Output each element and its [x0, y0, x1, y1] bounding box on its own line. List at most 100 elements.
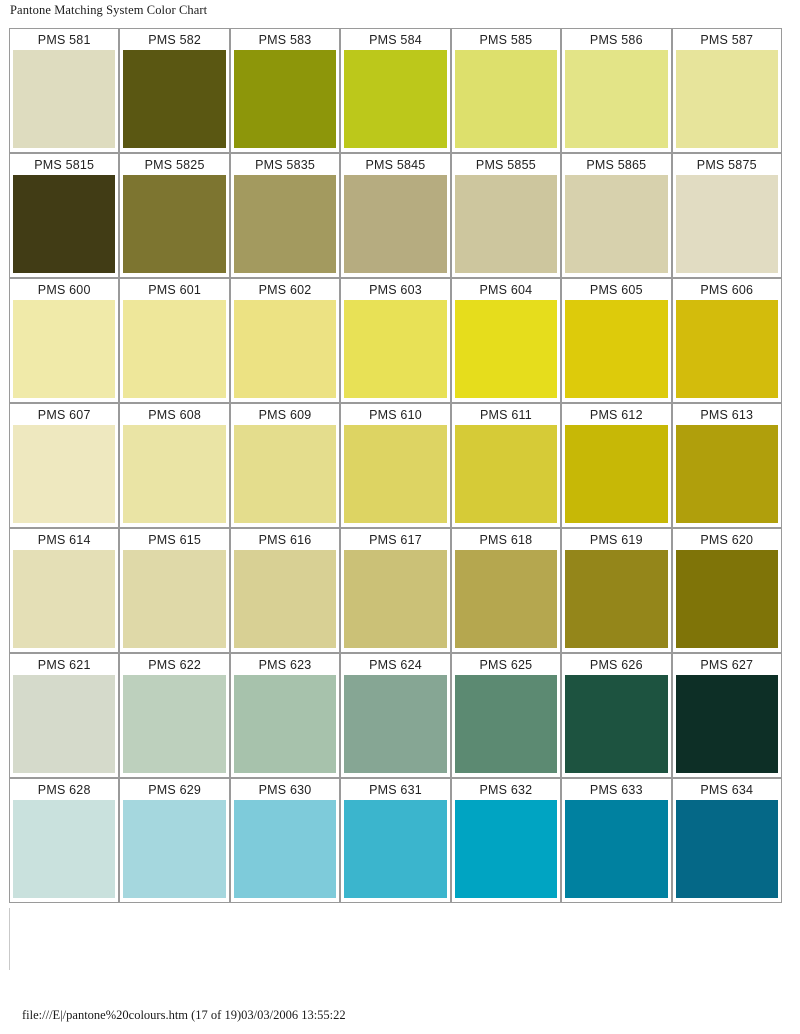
- swatch-cell[interactable]: PMS 629: [119, 778, 230, 903]
- swatch-cell[interactable]: PMS 606: [671, 278, 782, 403]
- swatch-cell[interactable]: PMS 616: [229, 528, 341, 653]
- swatch-label: PMS 5835: [255, 158, 316, 172]
- swatch-cell[interactable]: PMS 611: [450, 403, 562, 528]
- swatch-cell[interactable]: PMS 608: [119, 403, 230, 528]
- swatch-cell[interactable]: PMS 630: [229, 778, 341, 903]
- swatch-color-chip: [675, 50, 778, 148]
- swatch-cell[interactable]: PMS 5825: [119, 153, 230, 278]
- swatch-cell[interactable]: PMS 628: [9, 778, 120, 903]
- swatch-label: PMS 600: [37, 283, 91, 297]
- swatch-color-chip: [344, 425, 447, 523]
- swatch-color-chip: [454, 50, 558, 148]
- swatch-label: PMS 619: [589, 533, 643, 547]
- swatch-label: PMS 625: [479, 658, 533, 672]
- swatch-row: PMS 581 PMS 582 PMS 583 PMS 584 PMS 585 PMS 5…: [9, 28, 782, 153]
- swatch-label: PMS 632: [479, 783, 533, 797]
- swatch-color-chip: [233, 300, 337, 398]
- swatch-cell[interactable]: PMS 633: [561, 778, 672, 903]
- swatch-cell[interactable]: PMS 621: [9, 653, 120, 778]
- swatch-label: PMS 5825: [144, 158, 205, 172]
- swatch-row: PMS 5815 PMS 5825 PMS 5835 PMS 5845 PMS 5855…: [9, 153, 782, 278]
- swatch-row: PMS 621 PMS 622 PMS 623 PMS 624 PMS 625 PMS 6…: [9, 653, 782, 778]
- swatch-cell[interactable]: PMS 624: [340, 653, 451, 778]
- swatch-cell[interactable]: PMS 582: [119, 28, 230, 153]
- swatch-cell[interactable]: PMS 626: [561, 653, 672, 778]
- swatch-color-chip: [13, 800, 116, 898]
- swatch-cell[interactable]: PMS 600: [9, 278, 120, 403]
- page-bottom-margin: [9, 908, 782, 970]
- swatch-color-chip: [454, 800, 558, 898]
- swatch-cell[interactable]: PMS 586: [561, 28, 672, 153]
- swatch-cell[interactable]: PMS 583: [229, 28, 341, 153]
- swatch-cell[interactable]: PMS 631: [340, 778, 451, 903]
- swatch-label: PMS 583: [258, 33, 312, 47]
- swatch-cell[interactable]: PMS 602: [229, 278, 341, 403]
- swatch-color-chip: [344, 300, 447, 398]
- swatch-color-chip: [344, 175, 447, 273]
- swatch-color-chip: [565, 425, 668, 523]
- swatch-cell[interactable]: PMS 605: [561, 278, 672, 403]
- swatch-cell[interactable]: PMS 613: [671, 403, 782, 528]
- swatch-cell[interactable]: PMS 610: [340, 403, 451, 528]
- swatch-color-chip: [233, 425, 337, 523]
- swatch-cell[interactable]: PMS 615: [119, 528, 230, 653]
- swatch-label: PMS 626: [589, 658, 643, 672]
- swatch-label: PMS 621: [37, 658, 91, 672]
- swatch-cell[interactable]: PMS 5835: [229, 153, 341, 278]
- swatch-cell[interactable]: PMS 5875: [671, 153, 782, 278]
- swatch-label: PMS 629: [148, 783, 202, 797]
- swatch-table: PMS 581 PMS 582 PMS 583 PMS 584 PMS 585 PMS 5…: [9, 28, 782, 903]
- swatch-color-chip: [233, 675, 337, 773]
- swatch-label: PMS 612: [589, 408, 643, 422]
- swatch-cell[interactable]: PMS 5845: [340, 153, 451, 278]
- swatch-label: PMS 613: [700, 408, 754, 422]
- swatch-cell[interactable]: PMS 587: [671, 28, 782, 153]
- swatch-cell[interactable]: PMS 627: [671, 653, 782, 778]
- swatch-color-chip: [344, 550, 447, 648]
- swatch-color-chip: [675, 800, 778, 898]
- swatch-cell[interactable]: PMS 607: [9, 403, 120, 528]
- swatch-cell[interactable]: PMS 625: [450, 653, 562, 778]
- swatch-cell[interactable]: PMS 5865: [561, 153, 672, 278]
- swatch-cell[interactable]: PMS 634: [671, 778, 782, 903]
- swatch-label: PMS 633: [589, 783, 643, 797]
- swatch-color-chip: [675, 425, 778, 523]
- swatch-cell[interactable]: PMS 614: [9, 528, 120, 653]
- swatch-cell[interactable]: PMS 601: [119, 278, 230, 403]
- swatch-cell[interactable]: PMS 623: [229, 653, 341, 778]
- swatch-label: PMS 581: [37, 33, 91, 47]
- swatch-cell[interactable]: PMS 5855: [450, 153, 562, 278]
- swatch-cell[interactable]: PMS 612: [561, 403, 672, 528]
- swatch-cell[interactable]: PMS 604: [450, 278, 562, 403]
- swatch-color-chip: [565, 50, 668, 148]
- swatch-label: PMS 582: [148, 33, 202, 47]
- swatch-label: PMS 634: [700, 783, 754, 797]
- swatch-cell[interactable]: PMS 617: [340, 528, 451, 653]
- swatch-color-chip: [454, 175, 558, 273]
- swatch-cell[interactable]: PMS 632: [450, 778, 562, 903]
- swatch-color-chip: [565, 300, 668, 398]
- swatch-color-chip: [13, 50, 116, 148]
- swatch-cell[interactable]: PMS 585: [450, 28, 562, 153]
- swatch-color-chip: [13, 175, 116, 273]
- swatch-row: PMS 600 PMS 601 PMS 602 PMS 603 PMS 604 PMS 6…: [9, 278, 782, 403]
- swatch-label: PMS 603: [369, 283, 422, 297]
- swatch-color-chip: [675, 175, 778, 273]
- swatch-cell[interactable]: PMS 620: [671, 528, 782, 653]
- swatch-color-chip: [13, 550, 116, 648]
- swatch-color-chip: [13, 675, 116, 773]
- swatch-cell[interactable]: PMS 619: [561, 528, 672, 653]
- swatch-cell[interactable]: PMS 609: [229, 403, 341, 528]
- swatch-cell[interactable]: PMS 5815: [9, 153, 120, 278]
- swatch-cell[interactable]: PMS 581: [9, 28, 120, 153]
- swatch-label: PMS 5875: [696, 158, 757, 172]
- swatch-cell[interactable]: PMS 603: [340, 278, 451, 403]
- swatch-label: PMS 5845: [365, 158, 426, 172]
- swatch-row: PMS 614 PMS 615 PMS 616 PMS 617 PMS 618 PMS 6…: [9, 528, 782, 653]
- swatch-cell[interactable]: PMS 584: [340, 28, 451, 153]
- swatch-label: PMS 601: [148, 283, 202, 297]
- swatch-cell[interactable]: PMS 622: [119, 653, 230, 778]
- swatch-label: PMS 609: [258, 408, 312, 422]
- swatch-cell[interactable]: PMS 618: [450, 528, 562, 653]
- swatch-label: PMS 628: [37, 783, 91, 797]
